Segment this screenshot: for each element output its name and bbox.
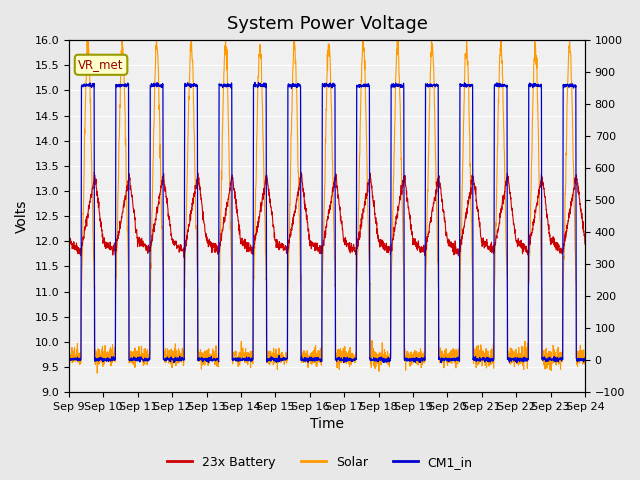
Title: System Power Voltage: System Power Voltage	[227, 15, 428, 33]
X-axis label: Time: Time	[310, 418, 344, 432]
Y-axis label: Volts: Volts	[15, 199, 29, 233]
Legend: 23x Battery, Solar, CM1_in: 23x Battery, Solar, CM1_in	[163, 451, 477, 474]
Text: VR_met: VR_met	[78, 58, 124, 71]
